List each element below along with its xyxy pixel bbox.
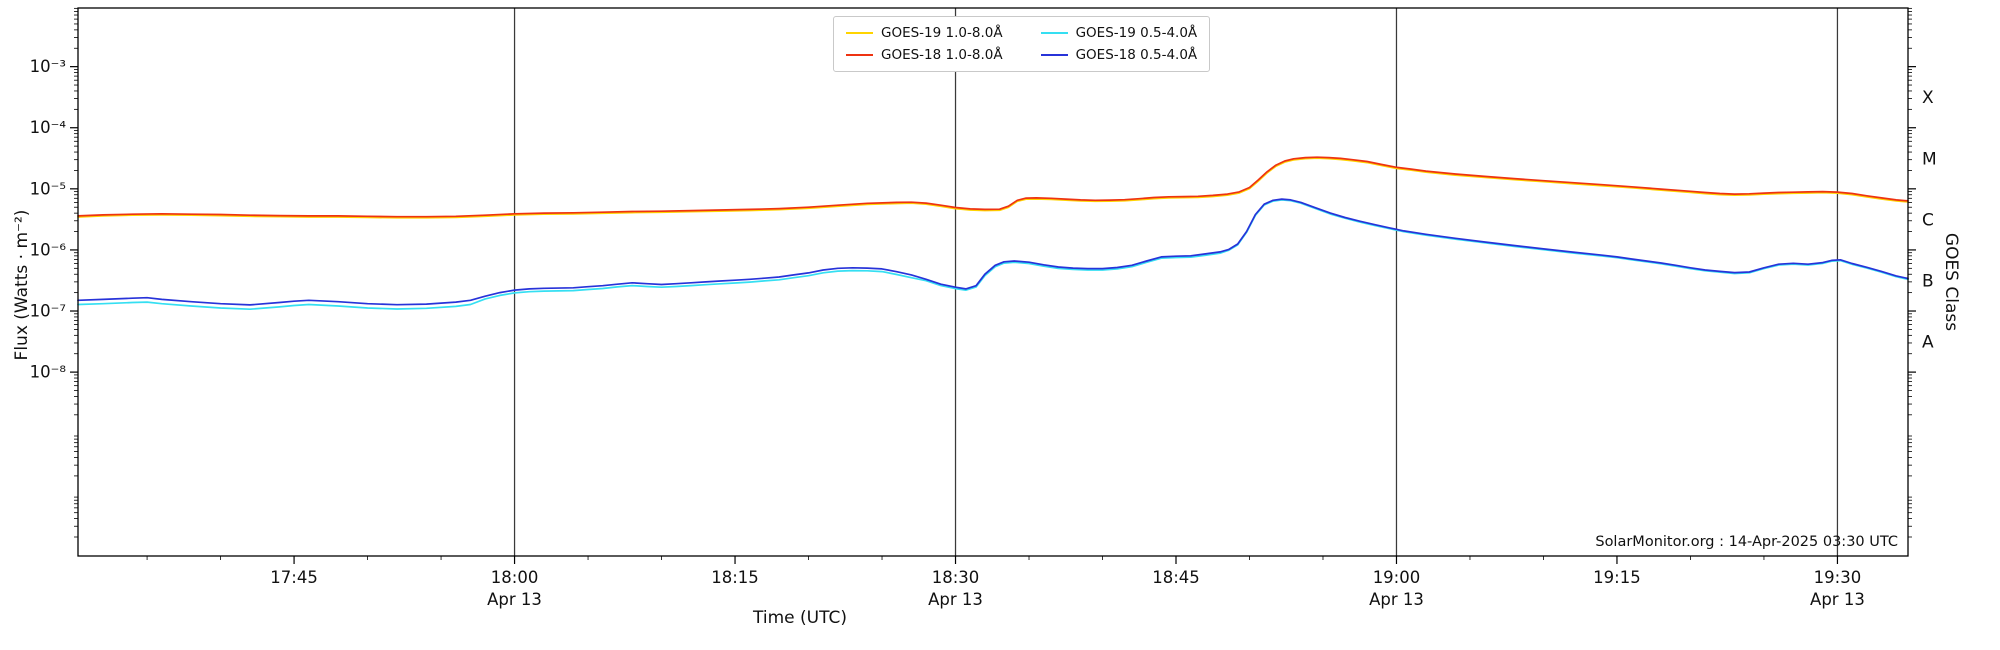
goes-class-label-x: X <box>1922 88 1934 108</box>
y-tick-label: 10⁻⁷ <box>30 302 66 321</box>
plot-border <box>77 7 1909 557</box>
legend-item-goes18-long: GOES-18 1.0-8.0Å <box>846 47 1003 63</box>
legend-item-goes18-short: GOES-18 0.5-4.0Å <box>1040 47 1198 63</box>
goes-class-label-c: C <box>1922 210 1934 230</box>
x-tick-label: 18:30 <box>932 568 980 587</box>
y-tick-label: 10⁻⁸ <box>30 363 67 382</box>
legend-label: GOES-19 1.0-8.0Å <box>881 25 1003 41</box>
x-tick-sublabel: Apr 13 <box>1369 590 1424 609</box>
goes-class-label-b: B <box>1922 271 1934 291</box>
goes-class-label-a: A <box>1922 333 1934 353</box>
legend-label: GOES-18 0.5-4.0Å <box>1075 47 1198 63</box>
x-tick-sublabel: Apr 13 <box>487 590 542 609</box>
legend-item-goes19-short: GOES-19 0.5-4.0Å <box>1040 25 1198 41</box>
goes-class-label-m: M <box>1922 149 1937 169</box>
legend-label: GOES-18 1.0-8.0Å <box>881 47 1003 63</box>
x-tick-label: 17:45 <box>270 568 318 587</box>
legend: GOES-19 1.0-8.0Å GOES-18 1.0-8.0Å GOES-19 … <box>833 16 1211 72</box>
legend-line-swatch <box>1040 32 1068 34</box>
series-goes19-long-line <box>77 157 1909 219</box>
x-axis-label-time: Time (UTC) <box>753 608 847 628</box>
legend-line-swatch <box>846 54 873 56</box>
series-goes18-short-line <box>77 198 1909 306</box>
y-axis-label-goes-class: GOES Class <box>1941 232 1961 332</box>
x-tick-label: 19:30 <box>1814 568 1862 587</box>
y-tick-label: 10⁻⁴ <box>30 118 67 137</box>
legend-line-swatch <box>1040 54 1068 56</box>
y-tick-label: 10⁻³ <box>30 57 66 76</box>
y-axis-label-flux: Flux (Watts · m⁻²) <box>12 209 32 361</box>
x-tick-label: 18:15 <box>711 568 759 587</box>
y-tick-label: 10⁻⁶ <box>30 240 67 259</box>
x-tick-label: 18:45 <box>1152 568 1200 587</box>
x-tick-label: 19:00 <box>1373 568 1421 587</box>
legend-line-swatch <box>846 32 873 34</box>
legend-label: GOES-19 0.5-4.0Å <box>1075 25 1198 41</box>
x-tick-label: 19:15 <box>1593 568 1641 587</box>
watermark-text: SolarMonitor.org : 14-Apr-2025 03:30 UTC <box>1595 534 1898 550</box>
x-tick-label: 18:00 <box>491 568 539 587</box>
x-tick-sublabel: Apr 13 <box>1810 590 1865 609</box>
x-tick-sublabel: Apr 13 <box>928 590 983 609</box>
y-tick-label: 10⁻⁵ <box>30 179 66 198</box>
series-goes18-long-line <box>77 156 1909 218</box>
legend-item-goes19-long: GOES-19 1.0-8.0Å <box>846 25 1003 41</box>
